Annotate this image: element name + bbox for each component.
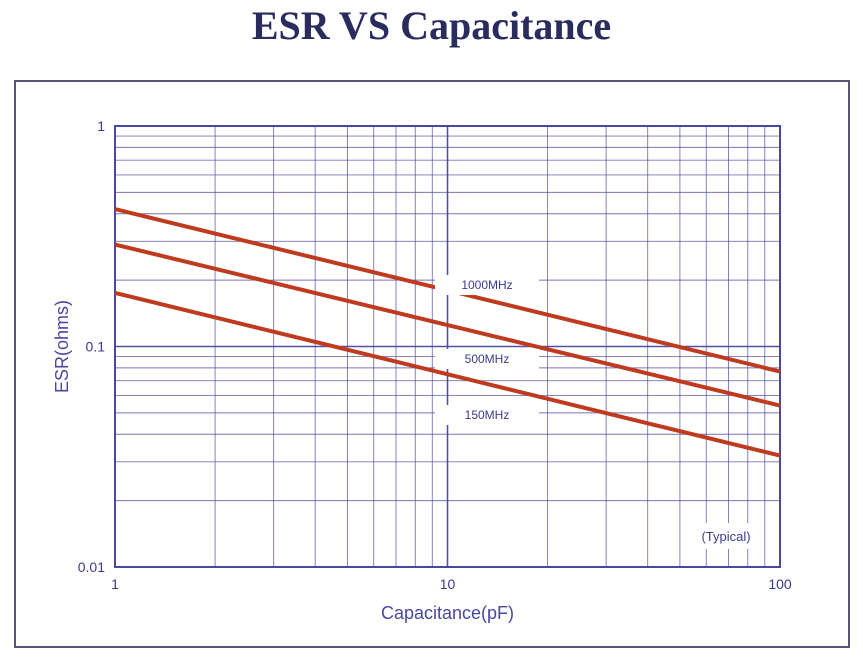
series-label-bg-150mhz (435, 405, 539, 425)
y-tick-label-1: 1 (97, 118, 105, 134)
x-axis-label: Capacitance(pF) (381, 603, 514, 623)
labels: 1 10 100 1 0.1 0.01 Capacitance(pF) ESR(… (52, 118, 792, 623)
grid (114, 125, 781, 568)
y-tick-label-0-01: 0.01 (78, 559, 105, 575)
series-line-500mhz (114, 242, 781, 408)
series-label-500mhz: 500MHz (465, 352, 510, 366)
x-tick-label-10: 10 (440, 576, 456, 592)
typical-note: (Typical) (701, 529, 750, 544)
series-label-1000mhz: 1000MHz (461, 278, 512, 292)
y-tick-label-0-1: 0.1 (86, 339, 106, 355)
x-tick-label-1: 1 (111, 576, 119, 592)
series-label-150mhz: 150MHz (465, 408, 510, 422)
y-axis-label: ESR(ohms) (52, 300, 72, 393)
chart-title: ESR VS Capacitance (251, 3, 612, 48)
plot-border (114, 125, 781, 568)
x-tick-label-100: 100 (768, 576, 792, 592)
typical-note-bg (690, 523, 764, 549)
series-label-bg-500mhz (435, 349, 539, 369)
series-line-150mhz (114, 290, 781, 458)
series-label-bg-1000mhz (435, 275, 539, 295)
